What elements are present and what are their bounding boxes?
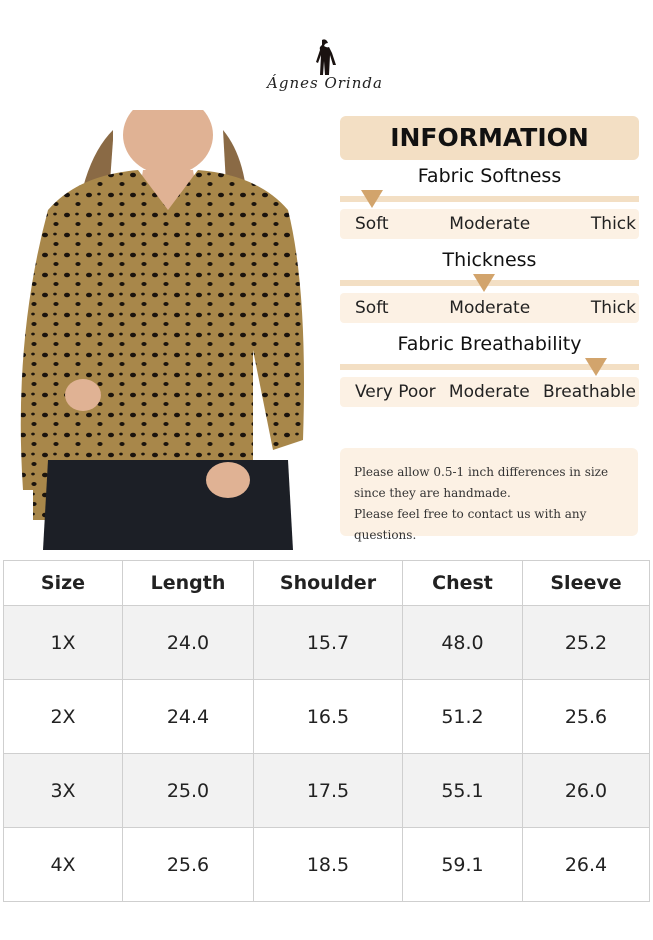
table-cell: 55.1 — [402, 753, 523, 828]
table-row: 1X 24.0 15.7 48.0 25.2 — [3, 605, 650, 680]
metric-fabric-softness: Fabric Softness Soft Moderate Thick — [340, 160, 639, 244]
product-photo — [18, 110, 325, 550]
scale-label: Soft — [355, 214, 389, 234]
table-cell: 26.0 — [522, 753, 650, 828]
scale-label: Thick — [590, 214, 636, 234]
column-header: Length — [122, 560, 254, 606]
metric-name: Fabric Breathability — [397, 333, 582, 355]
table-cell: 24.4 — [122, 679, 254, 754]
table-cell: 2X — [3, 679, 123, 754]
table-cell: 26.4 — [522, 827, 650, 902]
scale-label: Moderate — [449, 298, 531, 318]
level-marker-icon — [585, 358, 607, 376]
size-note: Please allow 0.5-1 inch differences in s… — [340, 448, 638, 542]
metric-name: Fabric Softness — [417, 165, 562, 187]
scale-bar — [340, 364, 639, 370]
scale-labels: Very Poor Moderate Breathable — [340, 377, 639, 407]
note-line: Please feel free to contact us with any … — [354, 507, 587, 542]
table-cell: 4X — [3, 827, 123, 902]
table-cell: 48.0 — [402, 605, 523, 680]
brand-logo: Ágnes Orinda — [250, 36, 400, 100]
table-cell: 17.5 — [253, 753, 403, 828]
scale-label: Soft — [355, 298, 389, 318]
scale-label: Moderate — [448, 382, 530, 402]
column-header: Sleeve — [522, 560, 650, 606]
table-cell: 25.6 — [522, 679, 650, 754]
scale-labels: Soft Moderate Thick — [340, 209, 639, 239]
column-header: Size — [3, 560, 123, 606]
table-cell: 18.5 — [253, 827, 403, 902]
info-title: INFORMATION — [340, 116, 639, 160]
table-cell: 16.5 — [253, 679, 403, 754]
size-table: Size Length Shoulder Chest Sleeve 1X 24.0… — [3, 560, 650, 902]
metric-name: Thickness — [442, 249, 537, 271]
table-cell: 3X — [3, 753, 123, 828]
level-marker-icon — [473, 274, 495, 292]
column-header: Chest — [402, 560, 523, 606]
scale-label: Very Poor — [355, 382, 436, 402]
level-marker-icon — [361, 190, 383, 208]
table-cell: 24.0 — [122, 605, 254, 680]
scale-bar — [340, 196, 639, 202]
brand-name: Ágnes Orinda — [267, 74, 383, 92]
table-cell: 25.6 — [122, 827, 254, 902]
scale-label: Thick — [590, 298, 636, 318]
table-cell: 1X — [3, 605, 123, 680]
table-row: 3X 25.0 17.5 55.1 26.0 — [3, 753, 650, 828]
table-cell: 51.2 — [402, 679, 523, 754]
note-line: Please allow 0.5-1 inch differences in s… — [354, 465, 609, 479]
table-cell: 25.2 — [522, 605, 650, 680]
column-header: Shoulder — [253, 560, 403, 606]
metric-fabric-breathability: Fabric Breathability Very Poor Moderate … — [340, 328, 639, 412]
scale-label: Moderate — [449, 214, 531, 234]
scale-label: Breathable — [543, 382, 636, 402]
silhouette-icon — [316, 39, 336, 75]
table-row: 2X 24.4 16.5 51.2 25.6 — [3, 679, 650, 754]
note-line: since they are handmade. — [354, 486, 511, 500]
table-row: 4X 25.6 18.5 59.1 26.4 — [3, 827, 650, 902]
table-header-row: Size Length Shoulder Chest Sleeve — [3, 560, 650, 606]
metric-thickness: Thickness Soft Moderate Thick — [340, 244, 639, 328]
table-cell: 15.7 — [253, 605, 403, 680]
scale-labels: Soft Moderate Thick — [340, 293, 639, 323]
table-cell: 25.0 — [122, 753, 254, 828]
fabric-info-panel: INFORMATION Fabric Softness Soft Moderat… — [340, 116, 639, 412]
table-cell: 59.1 — [402, 827, 523, 902]
